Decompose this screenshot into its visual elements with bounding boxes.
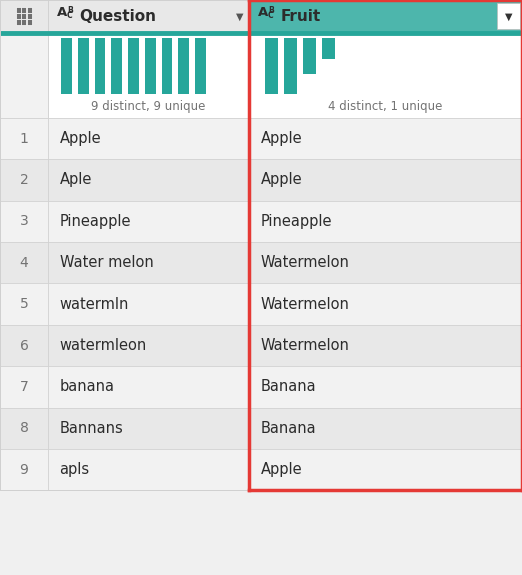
Bar [21,20,26,25]
Text: 2: 2 [20,173,28,187]
Bar [303,38,316,74]
Text: ▼: ▼ [236,12,243,21]
Bar [162,38,172,94]
Text: Aple: Aple [60,172,92,187]
Bar [179,38,189,94]
Text: Apple: Apple [260,172,302,187]
Text: Watermelon: Watermelon [260,338,349,353]
Bar [48,366,249,408]
Text: Question: Question [79,9,157,24]
Bar [195,38,206,94]
Bar [0,159,48,201]
Bar [0,408,48,449]
Text: 6: 6 [19,339,29,352]
Text: Apple: Apple [260,131,302,146]
Text: 3: 3 [20,214,28,228]
Text: 1: 1 [19,132,29,145]
Text: banana: banana [60,380,114,394]
Bar [249,33,522,118]
Text: apls: apls [60,462,90,477]
Bar [0,118,48,159]
Text: 9: 9 [19,463,29,477]
Bar [0,283,48,325]
Bar [48,283,249,325]
Text: Watermelon: Watermelon [260,297,349,312]
Bar [249,118,522,159]
Text: Pineapple: Pineapple [260,214,332,229]
Text: 7: 7 [20,380,28,394]
Text: 9 distinct, 9 unique: 9 distinct, 9 unique [91,100,206,113]
Bar [0,0,48,33]
Text: watermln: watermln [60,297,129,312]
Bar [48,408,249,449]
Bar [265,38,278,94]
Bar [497,3,520,29]
Bar [128,38,139,94]
Text: Banana: Banana [260,421,316,436]
Bar [0,33,48,118]
Bar [249,201,522,242]
Bar [249,283,522,325]
Bar [249,159,522,201]
Text: B: B [67,6,73,14]
Bar [249,242,522,283]
Bar [249,366,522,408]
Bar [48,201,249,242]
Bar [249,449,522,490]
Bar [249,0,522,33]
Bar [61,38,72,94]
Bar [48,118,249,159]
Text: Water melon: Water melon [60,255,153,270]
Bar [0,242,48,283]
Bar [16,7,21,13]
Bar [322,38,335,59]
Bar [48,159,249,201]
Text: Apple: Apple [260,462,302,477]
Bar [249,325,522,366]
Text: Pineapple: Pineapple [60,214,131,229]
Bar [27,7,31,13]
Bar [94,38,105,94]
Text: Bannans: Bannans [60,421,123,436]
Bar [21,7,26,13]
Bar [27,20,31,25]
Text: C: C [67,12,73,20]
Bar [111,38,122,94]
Text: Apple: Apple [60,131,101,146]
Bar [0,449,48,490]
Bar [16,13,21,18]
Text: 5: 5 [20,297,28,311]
Text: A: A [57,6,68,20]
Text: Watermelon: Watermelon [260,255,349,270]
Bar [48,242,249,283]
Text: B: B [268,6,274,14]
Text: A: A [258,6,269,20]
Bar [0,201,48,242]
Text: Fruit: Fruit [280,9,321,24]
Text: 4: 4 [20,256,28,270]
Text: 8: 8 [19,421,29,435]
Bar [145,38,156,94]
Text: Banana: Banana [260,380,316,394]
Bar [48,325,249,366]
Bar [48,33,249,118]
Bar [48,0,249,33]
Bar [284,38,297,94]
Bar [16,20,21,25]
Text: ▼: ▼ [505,12,512,21]
Bar [78,38,89,94]
Bar [0,325,48,366]
Text: watermleon: watermleon [60,338,147,353]
Text: 4 distinct, 1 unique: 4 distinct, 1 unique [328,100,443,113]
Bar [27,13,31,18]
Bar [249,408,522,449]
Bar [21,13,26,18]
Bar [0,366,48,408]
Text: C: C [268,12,274,20]
Bar [48,449,249,490]
